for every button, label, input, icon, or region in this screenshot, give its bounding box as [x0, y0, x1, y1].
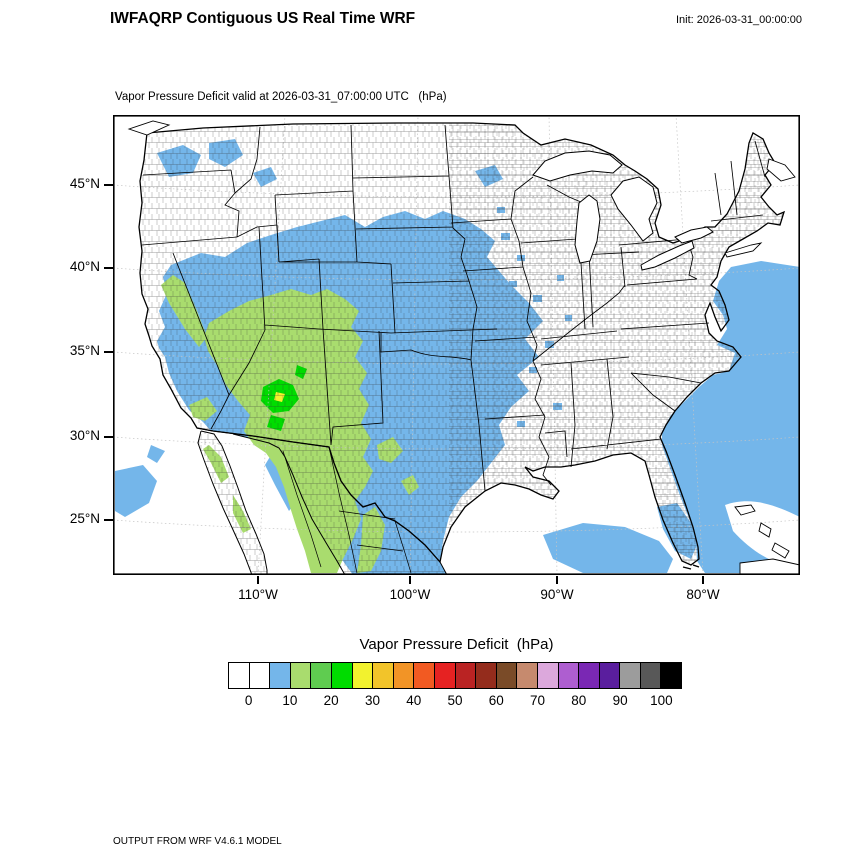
map-panel	[113, 115, 800, 575]
lat-tick-label: 25°N	[69, 511, 100, 526]
colorbar-box	[290, 663, 312, 688]
coastal-islands	[127, 120, 800, 575]
colorbar-tick-labels: 0 10 20 30 40 50 60 70 80 90 100	[228, 689, 682, 711]
atlantic-blue-region	[662, 261, 800, 573]
colorbar-tick-label: 0	[244, 693, 253, 708]
colorbar-tick-label: 30	[364, 693, 380, 708]
colorbar-box	[311, 663, 332, 688]
lat-tickmark	[104, 184, 113, 186]
state-borders	[141, 124, 766, 492]
lake-superior	[532, 150, 623, 182]
lat-tick-label: 30°N	[69, 428, 100, 443]
vancouver-island	[127, 120, 171, 136]
colorbar-box	[352, 663, 374, 688]
colorbar-box	[517, 663, 538, 688]
plot-title: IWFAQRP Contiguous US Real Time WRF	[110, 10, 416, 27]
colorbar-box	[414, 663, 435, 688]
map-frame-border	[113, 115, 800, 575]
colorbar-box	[599, 663, 621, 688]
florida-keys	[682, 564, 700, 570]
colorbar-tick-label: 20	[323, 693, 339, 708]
colorbar-tick-label: 50	[447, 693, 463, 708]
pacific-blue-patch	[115, 465, 157, 517]
colorbar-box	[455, 663, 477, 688]
colorbar-box	[393, 663, 415, 688]
footer: OUTPUT FROM WRF V4.6.1 MODEL WE = 580 ; …	[113, 806, 506, 850]
colorbar-tick-label: 70	[530, 693, 546, 708]
colorbar-box	[434, 663, 456, 688]
lon-tick-label: 110°W	[238, 587, 278, 602]
lake-huron	[610, 176, 658, 242]
colorbar-box	[331, 663, 353, 688]
lon-tick-label: 100°W	[389, 587, 431, 602]
colorbar-box	[640, 663, 662, 688]
colorbar-box	[558, 663, 580, 688]
colorbar-box	[476, 663, 497, 688]
colorbar-tick-label: 90	[612, 693, 628, 708]
bahamas-islands	[734, 504, 790, 559]
lon-tickmark	[257, 575, 259, 584]
colorbar-title: Vapor Pressure Deficit (hPa)	[359, 636, 554, 653]
nova-scotia	[766, 158, 796, 182]
colorbar-tick-label: 80	[571, 693, 587, 708]
colorbar: 0 10 20 30 40 50 60 70 80 90 100	[228, 662, 682, 711]
conus-map-svg	[113, 115, 800, 575]
colorbar-box	[249, 663, 271, 688]
lon-tickmark	[702, 575, 704, 584]
long-island	[724, 242, 763, 258]
footer-model-line: OUTPUT FROM WRF V4.6.1 MODEL	[113, 836, 282, 847]
lat-tick-label: 35°N	[69, 343, 100, 358]
mexico-outline	[196, 427, 448, 575]
valid-time-label: Vapor Pressure Deficit valid at 2026-03-…	[115, 91, 447, 103]
colorbar-box	[661, 663, 682, 688]
lon-tick-label: 90°W	[540, 587, 574, 602]
colorbar-tick-label: 60	[488, 693, 504, 708]
colorbar-box	[373, 663, 394, 688]
lat-tick-label: 45°N	[69, 176, 100, 191]
init-time-label: Init: 2026-03-31_00:00:00	[676, 14, 802, 26]
lake-michigan	[574, 194, 601, 264]
gulf-blue-region	[543, 523, 673, 573]
colorbar-box	[229, 663, 250, 688]
cuba-partial	[739, 558, 800, 575]
colorbar-tick-label: 10	[282, 693, 298, 708]
lat-tickmark	[104, 436, 113, 438]
mexico-state-borders	[282, 446, 412, 574]
colorbar-tick-label: 100	[650, 693, 673, 708]
colorbar-boxes	[228, 662, 682, 689]
lat-tickmark	[104, 267, 113, 269]
lake-ontario	[674, 226, 714, 244]
colorbar-box	[270, 663, 291, 688]
colorbar-box	[537, 663, 559, 688]
colorbar-box	[579, 663, 600, 688]
lat-tickmark	[104, 519, 113, 521]
baja-outline	[197, 430, 268, 575]
lon-tick-label: 80°W	[686, 587, 720, 602]
great-lakes	[532, 150, 714, 271]
lat-tickmark	[104, 351, 113, 353]
lat-tick-label: 40°N	[69, 259, 100, 274]
lon-tickmark	[556, 575, 558, 584]
colorbar-box	[496, 663, 518, 688]
colorbar-box	[620, 663, 641, 688]
lon-tickmark	[409, 575, 411, 584]
colorbar-tick-label: 40	[406, 693, 422, 708]
lake-erie	[640, 240, 695, 271]
